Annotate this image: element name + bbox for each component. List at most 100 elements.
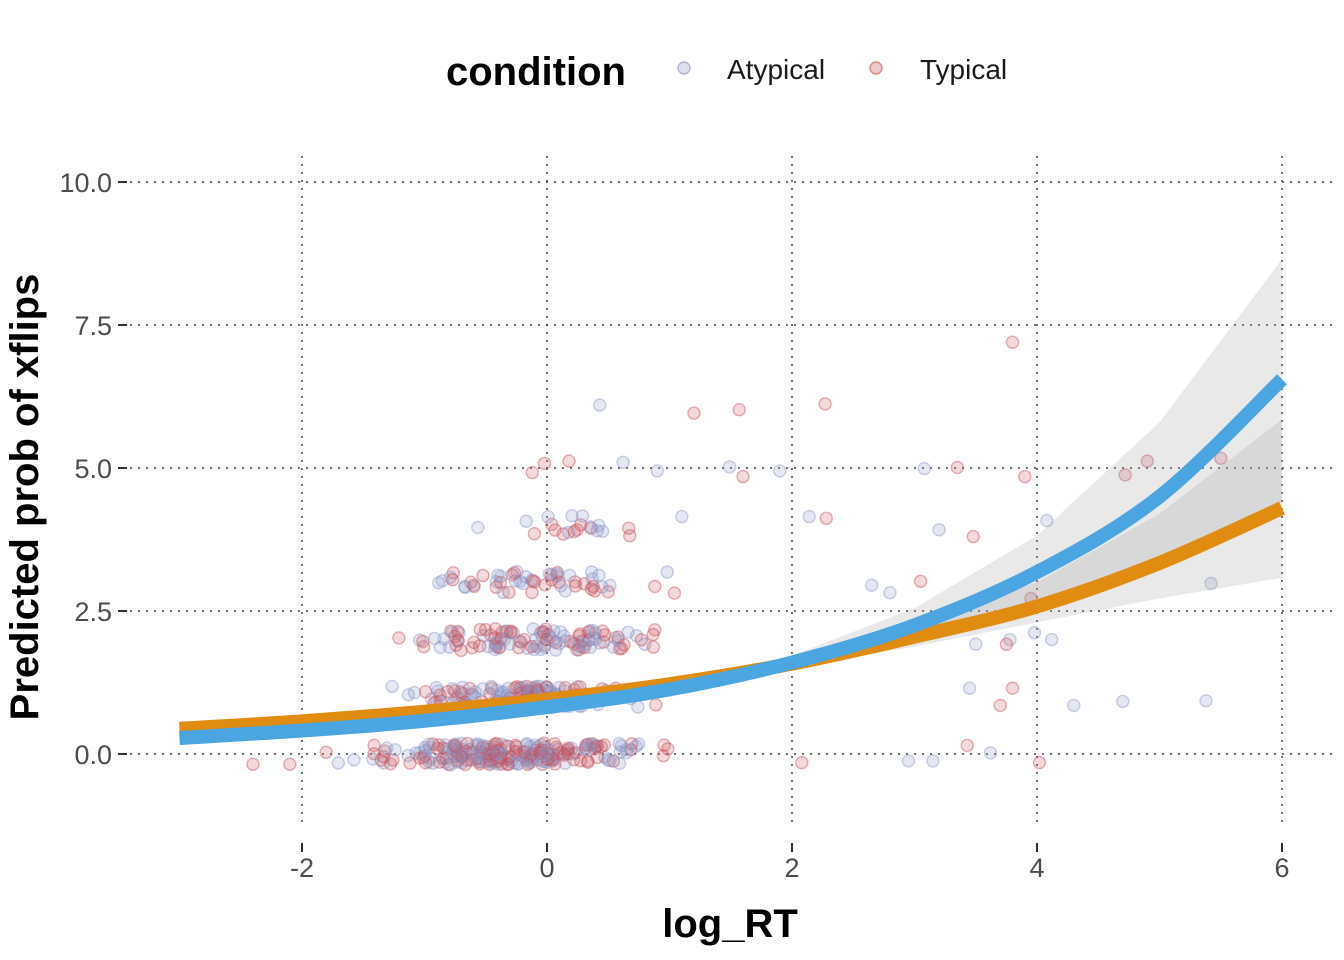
atypical-point	[575, 640, 590, 654]
atypical-point	[409, 746, 423, 760]
typical-point	[460, 753, 474, 767]
atypical-point	[476, 628, 491, 643]
atypical-point	[438, 755, 452, 769]
typical-point	[418, 756, 433, 770]
typical-point	[539, 622, 553, 636]
typical-point	[505, 568, 519, 582]
atypical-point	[722, 460, 737, 474]
typical-point	[544, 573, 559, 587]
typical-point	[601, 585, 615, 599]
typical-point	[540, 632, 554, 647]
typical-point	[521, 757, 535, 772]
typical-point	[795, 755, 809, 770]
atypical-point	[468, 738, 482, 752]
typical-point	[586, 579, 600, 594]
atypical-point	[519, 570, 533, 584]
atypical-point	[530, 740, 545, 754]
atypical-point	[583, 520, 598, 534]
typical-point	[960, 738, 974, 753]
typical-point	[367, 747, 381, 761]
atypical-point	[401, 688, 416, 702]
typical-point	[545, 752, 559, 766]
typical-point	[579, 738, 593, 752]
typical-point	[495, 757, 509, 771]
typical-point	[533, 745, 548, 760]
atypical-point	[490, 634, 504, 648]
atypical-point	[438, 742, 453, 756]
typical-point	[476, 568, 490, 583]
atypical-point	[675, 509, 689, 524]
atypical-point	[473, 751, 488, 766]
typical-point	[520, 679, 534, 694]
typical-point	[594, 739, 609, 754]
atypical-point	[455, 756, 469, 770]
typical-point	[649, 698, 663, 712]
typical-point	[459, 744, 473, 759]
atypical-point	[621, 625, 635, 639]
atypical-point	[560, 744, 574, 758]
atypical-point	[524, 749, 538, 763]
atypical-point	[523, 749, 537, 763]
atypical-point	[629, 629, 644, 643]
typical-point	[483, 753, 497, 767]
atypical-point	[563, 568, 577, 582]
typical-point	[572, 629, 586, 643]
atypical-point	[366, 752, 380, 766]
atypical-point	[376, 756, 391, 770]
atypical-point	[484, 679, 499, 694]
atypical-point	[554, 579, 568, 593]
atypical-point	[489, 575, 503, 589]
atypical-point	[537, 747, 551, 761]
atypical-point	[449, 741, 464, 755]
typical-point	[541, 747, 555, 761]
typical-point	[476, 740, 490, 755]
typical-point	[436, 741, 451, 755]
typical-point	[534, 743, 549, 757]
typical-point	[1032, 755, 1047, 770]
typical-point	[517, 745, 531, 759]
typical-point	[584, 521, 598, 535]
atypical-point	[557, 629, 571, 643]
atypical-point	[1067, 698, 1081, 713]
atypical-point	[491, 568, 505, 582]
typical-point	[478, 623, 493, 637]
typical-point	[596, 635, 611, 649]
atypical-point	[435, 574, 450, 588]
typical-point	[494, 751, 508, 765]
atypical-point	[520, 736, 534, 751]
typical-point	[570, 523, 584, 537]
typical-point	[440, 685, 455, 699]
atypical-point	[468, 752, 482, 767]
atypical-point	[606, 640, 620, 654]
typical-point	[454, 643, 468, 658]
typical-point	[1140, 454, 1155, 468]
atypical-point	[496, 585, 510, 600]
atypical-point	[553, 625, 568, 639]
typical-point	[482, 748, 496, 763]
atypical-point	[546, 633, 560, 648]
typical-point	[526, 574, 540, 588]
typical-point	[509, 744, 523, 758]
atypical-point	[431, 684, 445, 698]
typical-point	[597, 738, 612, 752]
atypical-point	[490, 683, 504, 697]
typical-point	[548, 757, 562, 771]
atypical-point	[495, 737, 509, 751]
atypical-point	[449, 737, 463, 751]
typical-point	[450, 744, 464, 758]
typical-point	[999, 637, 1014, 651]
typical-point	[533, 746, 547, 760]
atypical-point	[593, 398, 607, 412]
atypical-point	[464, 687, 478, 701]
atypical-point	[579, 637, 593, 651]
atypical-point	[542, 748, 557, 762]
fit-lines	[179, 374, 1287, 745]
atypical-point	[566, 747, 580, 761]
atypical-point	[524, 681, 538, 695]
typical-point	[504, 625, 518, 640]
atypical-point	[510, 564, 524, 579]
typical-point	[449, 638, 463, 652]
typical-point	[534, 626, 548, 640]
typical-point	[562, 454, 576, 468]
typical-point	[446, 566, 460, 580]
